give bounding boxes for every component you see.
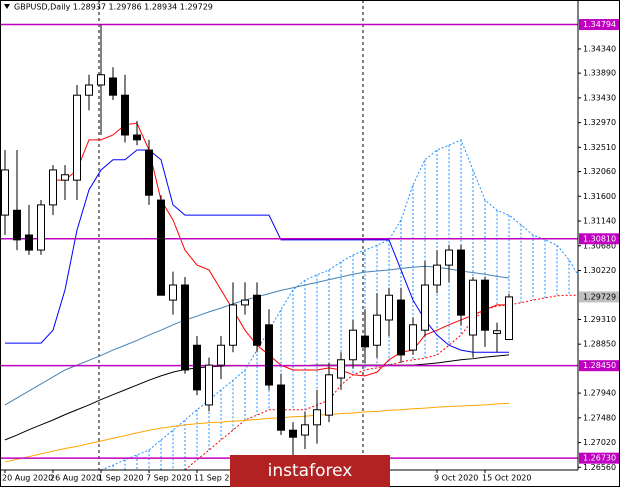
x-tick-label: 26 Aug 2020 [50,474,101,483]
candle-body [205,364,213,406]
y-tick-label: 1.33430 [583,93,616,102]
candle-body [61,174,69,181]
candle-body [109,77,117,96]
level-label-box [579,19,619,31]
level-label: 1.28450 [583,361,616,370]
candle-body [481,279,489,331]
y-tick-label: 1.32060 [583,167,616,176]
candle-body [25,234,33,251]
x-tick-label: 9 Oct 2020 [434,474,478,483]
candle-body [457,249,465,316]
cloud-edge [100,139,578,470]
x-tick-label: 15 Oct 2020 [482,474,531,483]
candle-body [301,424,309,436]
candle-body [1,169,9,216]
candle-body [193,344,201,391]
x-tick-label: 7 Sep 2020 [146,474,192,483]
candle-body [181,284,189,371]
price-axis: 1.34340 1.33890 1.33430 1.32970 1.32510 1.320… [578,19,619,472]
chart-title: GBPUSD,Daily 1.28937 1.29786 1.28934 1.2… [14,3,213,12]
candle-body [241,299,249,306]
candle-body [397,299,405,356]
watermark: instaforex [268,461,353,481]
candle-body [145,149,153,196]
candle-body [229,304,237,346]
candle-body [37,204,45,251]
plot-area [0,0,578,470]
candle-body [85,84,93,96]
candle-body [349,329,357,361]
candle-body [421,284,429,331]
candle-body [337,359,345,379]
watermark-box [230,455,390,487]
current-price-box [579,291,619,303]
candle-body [469,279,477,336]
candle-body [289,429,297,438]
candle-body [265,324,273,386]
y-tick-label: 1.27020 [583,438,616,447]
candle-body [493,330,501,334]
y-tick-label: 1.29310 [583,315,616,324]
candle-body [433,264,441,286]
symbol-icon [4,4,10,9]
level-label: 1.30810 [583,234,616,243]
y-tick-label: 1.27940 [583,389,616,398]
candle-body [169,284,177,301]
indicator-line [4,402,510,463]
level-label: 1.34794 [583,20,616,29]
y-tick-label: 1.30220 [583,266,616,275]
candle-body [361,335,369,348]
candle-body [277,384,285,431]
y-tick-label: 1.27480 [583,413,616,422]
y-tick-label: 1.32510 [583,143,616,152]
candle-body [133,134,141,141]
candle-body [157,199,165,296]
x-tick-label: 1 Sep 2020 [98,474,144,483]
candle-body [253,294,261,346]
candle-body [217,344,225,366]
level-label: 1.26730 [583,454,616,463]
y-tick-label: 1.31600 [583,192,616,201]
candle-body [409,324,417,351]
y-tick-label: 1.26560 [583,463,616,472]
candle-body [373,314,381,346]
y-tick-label: 1.34340 [583,44,616,53]
candle-body [325,374,333,416]
candle-body [97,74,105,86]
y-tick-label: 1.30680 [583,241,616,250]
candle-body [73,94,81,181]
y-tick-label: 1.32970 [583,118,616,127]
y-tick-label: 1.28850 [583,340,616,349]
candle-body [505,296,513,340]
level-label-box [579,452,619,464]
y-tick-label: 1.31140 [583,217,616,226]
candle-body [385,294,393,321]
y-tick-label: 1.33890 [583,69,616,78]
candle-body [13,209,21,241]
x-tick-label: 20 Aug 2020 [2,474,53,483]
candle-body [121,94,129,136]
level-label-box [579,360,619,372]
candle-body [49,169,57,206]
level-label-box [579,233,619,245]
candle-body [313,409,321,426]
x-tick-label: 11 Sep 2020 [194,474,245,483]
current-price-label: 1.29729 [583,292,616,301]
candle-body [445,249,453,266]
